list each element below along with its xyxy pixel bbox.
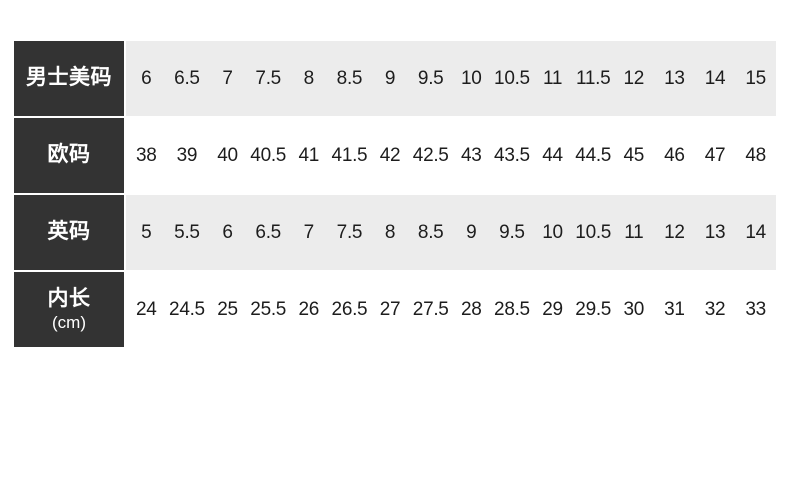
size-value-cell: 26 <box>298 298 320 320</box>
size-value-cell: 25.5 <box>250 298 287 320</box>
size-value-cell: 28 <box>461 298 482 320</box>
size-value-cell: 12 <box>664 221 685 243</box>
size-value-cell: 28.5 <box>494 298 530 320</box>
size-value-cell: 45 <box>623 144 645 166</box>
size-value-cell: 10 <box>542 221 563 243</box>
size-value-cell: 15 <box>745 67 766 89</box>
size-value-cell: 9 <box>384 67 396 89</box>
row-header-cell: 欧码 <box>14 118 124 193</box>
size-value-cell: 10 <box>461 67 482 89</box>
row-header-cell: 男士美码 <box>14 41 124 116</box>
size-value-cell: 14 <box>704 67 726 89</box>
row-values: 24 24.5 25 25.5 26 26.5 27 27.5 28 28.5 29 29.5 30 31… <box>126 272 776 347</box>
size-value-cell: 24 <box>136 298 157 320</box>
size-value-cell: 11 <box>543 67 563 89</box>
size-value-cell: 7 <box>222 67 233 89</box>
size-value-cell: 42.5 <box>412 144 449 166</box>
size-value-cell: 8 <box>384 221 396 243</box>
size-value-cell: 10.5 <box>494 67 530 89</box>
size-value-cell: 6.5 <box>255 221 281 243</box>
size-value-cell: 7 <box>303 221 315 243</box>
size-value-cell: 5.5 <box>174 221 200 243</box>
size-value-cell: 6 <box>222 221 233 243</box>
size-value-cell: 33 <box>745 298 766 320</box>
size-value-cell: 32 <box>704 298 726 320</box>
size-value-cell: 7.5 <box>336 221 363 243</box>
row-header-cell: 内长 (cm) <box>14 272 124 347</box>
size-value-cell: 27 <box>379 298 401 320</box>
row-label: 欧码 <box>47 143 91 167</box>
row-values: 5 5.5 6 6.5 7 7.5 8 8.5 9 9.5 10 10.5 11 12 13 14 <box>126 195 776 270</box>
size-value-cell: 41.5 <box>331 144 368 166</box>
row-label-unit: (cm) <box>52 312 86 332</box>
size-value-cell: 9 <box>466 221 477 243</box>
row-values: 6 6.5 7 7.5 8 8.5 9 9.5 10 10.5 11 11.5 12 13 14 15 <box>126 41 776 116</box>
row-values: 38 39 40 40.5 41 41.5 42 42.5 43 43.5 44 44.5 45 46 47… <box>126 118 776 193</box>
size-value-cell: 40 <box>217 144 238 166</box>
size-value-cell: 44.5 <box>575 144 612 166</box>
size-value-cell: 5 <box>141 221 152 243</box>
table-row: 欧码 38 39 40 40.5 41 41.5 42 42.5 43 43.5 44 44.5 45 46… <box>14 118 776 193</box>
size-conversion-table: 男士美码 6 6.5 7 7.5 8 8.5 9 9.5 10 10.5 11 11.5 12 13 14 15… <box>14 41 776 347</box>
size-value-cell: 9.5 <box>499 221 525 243</box>
size-value-cell: 14 <box>745 221 766 243</box>
size-value-cell: 24.5 <box>169 298 205 320</box>
size-value-cell: 8.5 <box>417 221 444 243</box>
table-row: 英码 5 5.5 6 6.5 7 7.5 8 8.5 9 9.5 10 10.5 11 12 13 14 <box>14 195 776 270</box>
size-value-cell: 11 <box>624 221 644 243</box>
row-label: 内长 <box>47 286 91 310</box>
size-value-cell: 13 <box>664 67 685 89</box>
table-row: 男士美码 6 6.5 7 7.5 8 8.5 9 9.5 10 10.5 11 11.5 12 13 14 15 <box>14 41 776 116</box>
size-value-cell: 29 <box>542 298 563 320</box>
size-value-cell: 12 <box>623 67 645 89</box>
size-value-cell: 6 <box>141 67 152 89</box>
size-value-cell: 29.5 <box>575 298 612 320</box>
size-value-cell: 26.5 <box>331 298 368 320</box>
size-value-cell: 8 <box>303 67 315 89</box>
size-value-cell: 43 <box>461 144 482 166</box>
size-value-cell: 47 <box>704 144 726 166</box>
size-value-cell: 27.5 <box>412 298 449 320</box>
size-value-cell: 11.5 <box>576 67 611 89</box>
size-value-cell: 9.5 <box>417 67 444 89</box>
table-row: 内长 (cm) 24 24.5 25 25.5 26 26.5 27 27.5 28 28.5 29 29… <box>14 272 776 347</box>
size-value-cell: 44 <box>542 144 563 166</box>
row-label: 男士美码 <box>26 66 112 90</box>
size-value-cell: 31 <box>664 298 685 320</box>
size-value-cell: 42 <box>379 144 401 166</box>
size-value-cell: 46 <box>664 144 685 166</box>
row-header-cell: 英码 <box>14 195 124 270</box>
size-value-cell: 7.5 <box>255 67 281 89</box>
size-value-cell: 13 <box>704 221 726 243</box>
row-label: 英码 <box>47 220 91 244</box>
size-value-cell: 8.5 <box>336 67 363 89</box>
size-value-cell: 38 <box>136 144 157 166</box>
size-value-cell: 30 <box>623 298 645 320</box>
size-value-cell: 25 <box>217 298 238 320</box>
size-value-cell: 39 <box>176 144 198 166</box>
size-value-cell: 43.5 <box>494 144 530 166</box>
size-value-cell: 48 <box>745 144 766 166</box>
size-value-cell: 6.5 <box>174 67 200 89</box>
size-value-cell: 10.5 <box>575 221 612 243</box>
size-value-cell: 40.5 <box>250 144 287 166</box>
size-value-cell: 41 <box>298 144 320 166</box>
